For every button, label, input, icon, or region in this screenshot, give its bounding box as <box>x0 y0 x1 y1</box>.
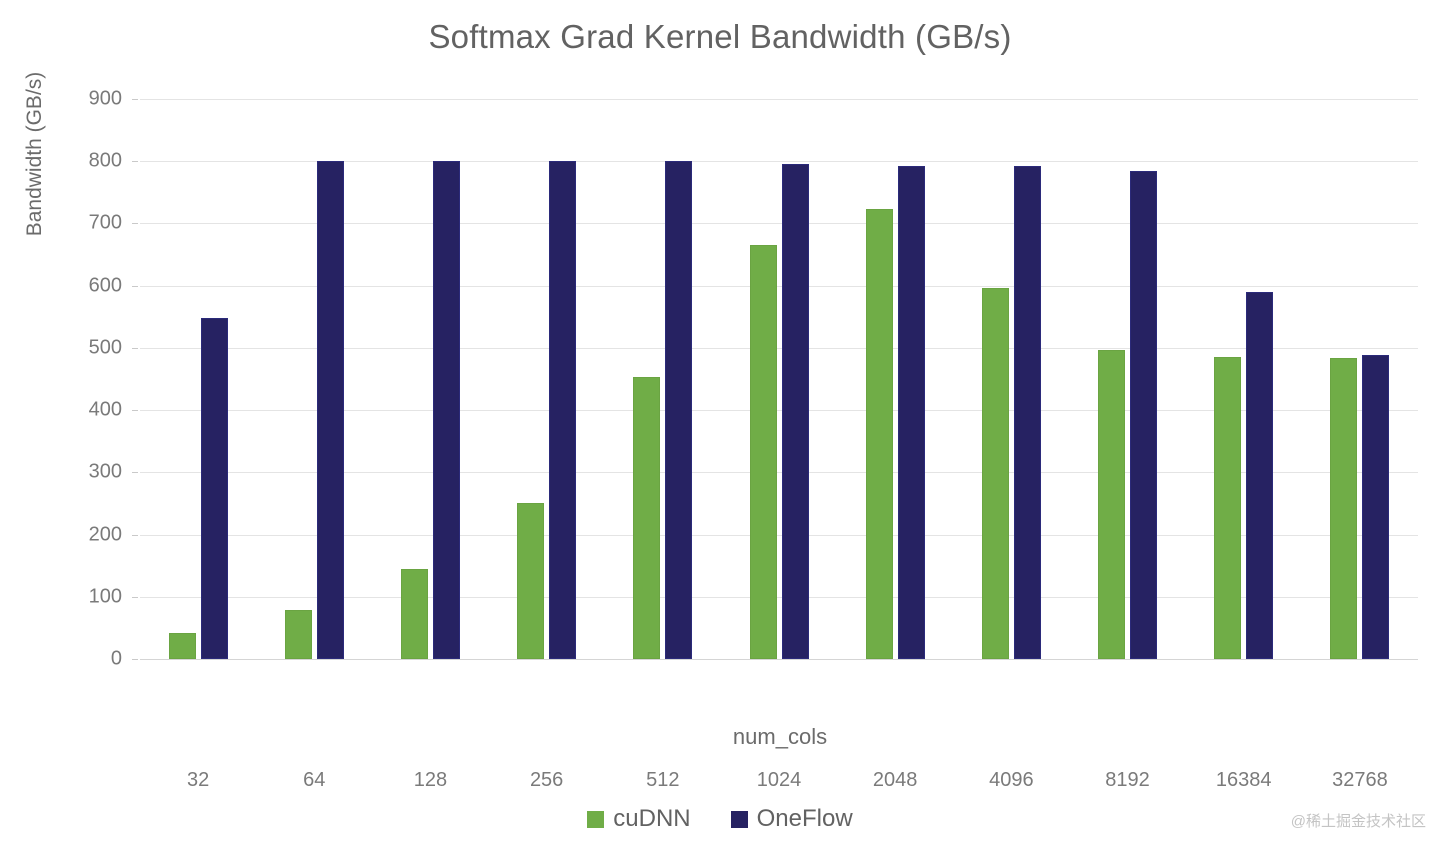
chart-title: Softmax Grad Kernel Bandwidth (GB/s) <box>428 18 1012 55</box>
y-tick-label: 100 <box>88 585 122 608</box>
watermark: @稀土掘金技术社区 <box>1290 813 1426 830</box>
bar-cudnn-512[interactable] <box>633 377 661 659</box>
x-tick-label: 8192 <box>1105 769 1150 791</box>
gridline <box>140 410 1418 412</box>
gridline <box>140 347 1418 349</box>
bar-oneflow-32[interactable] <box>200 318 228 659</box>
gridline <box>140 472 1418 474</box>
plot-area: 900 800 700 600 500 400 300 200 100 0 32 64 128 256 51… <box>89 88 1418 791</box>
legend-label-cudnn: cuDNN <box>613 805 691 832</box>
y-tick-label: 0 <box>110 647 122 670</box>
gridline <box>140 596 1418 598</box>
bar-oneflow-64[interactable] <box>316 161 344 659</box>
x-tick-label: 128 <box>413 769 448 791</box>
y-tick-mark <box>132 347 138 349</box>
bar-cudnn-2048[interactable] <box>865 209 893 659</box>
bar-oneflow-4096[interactable] <box>1013 166 1041 659</box>
bar-cudnn-256[interactable] <box>517 503 545 659</box>
x-tick-label: 32 <box>186 769 210 791</box>
x-tick-label: 2048 <box>872 769 918 791</box>
bar-cudnn-32768[interactable] <box>1330 358 1358 659</box>
x-tick-label: 32768 <box>1332 769 1388 791</box>
gridline <box>140 285 1418 287</box>
bar-oneflow-2048[interactable] <box>897 165 925 659</box>
legend-swatch-oneflow <box>730 810 748 828</box>
y-tick-label: 800 <box>88 149 122 172</box>
y-tick-label: 500 <box>88 336 122 359</box>
bar-cudnn-8192[interactable] <box>1098 349 1126 659</box>
x-tick-label: 4096 <box>989 769 1034 791</box>
y-tick-mark <box>132 223 138 225</box>
y-tick-label: 700 <box>88 211 122 234</box>
gridline <box>140 223 1418 225</box>
x-axis-title: num_cols <box>732 724 828 749</box>
x-tick-label: 16384 <box>1215 769 1272 791</box>
bar-cudnn-64[interactable] <box>284 610 312 659</box>
x-tick-label: 64 <box>303 769 326 791</box>
bar-oneflow-8192[interactable] <box>1130 171 1158 659</box>
chart-legend: cuDNN OneFlow <box>0 805 1440 833</box>
x-tick-label: 1024 <box>756 769 802 791</box>
y-tick-label: 600 <box>88 274 122 297</box>
legend-item-oneflow[interactable]: OneFlow <box>730 805 853 833</box>
bar-oneflow-32768[interactable] <box>1362 355 1390 659</box>
gridline <box>140 99 1418 100</box>
y-tick-mark <box>132 99 138 100</box>
y-tick-mark <box>132 285 138 287</box>
bar-cudnn-1024[interactable] <box>749 245 777 659</box>
x-tick-label: 256 <box>529 769 564 791</box>
legend-item-cudnn[interactable]: cuDNN <box>587 805 691 833</box>
y-tick-mark <box>132 534 138 536</box>
y-axis-title: Bandwidth (GB/s) <box>18 24 52 284</box>
bar-oneflow-16384[interactable] <box>1246 291 1274 659</box>
bar-cudnn-4096[interactable] <box>981 287 1009 659</box>
legend-label-oneflow: OneFlow <box>756 805 853 832</box>
y-tick-label: 300 <box>88 460 122 483</box>
y-tick-mark <box>132 472 138 474</box>
y-axis-title-label: Bandwidth (GB/s) <box>23 71 46 237</box>
gridline <box>140 161 1418 163</box>
y-tick-label: 900 <box>88 87 122 110</box>
gridline <box>140 534 1418 536</box>
bar-cudnn-32[interactable] <box>168 632 196 659</box>
bar-oneflow-1024[interactable] <box>781 163 809 659</box>
y-tick-mark <box>132 659 138 660</box>
bar-cudnn-128[interactable] <box>400 569 428 659</box>
y-tick-mark <box>132 596 138 598</box>
y-tick-mark <box>132 410 138 412</box>
bar-oneflow-512[interactable] <box>665 161 693 659</box>
legend-swatch-cudnn <box>587 810 605 828</box>
y-tick-mark <box>132 161 138 163</box>
gridline <box>140 659 1418 660</box>
x-tick-label: 512 <box>646 769 680 791</box>
y-tick-label: 400 <box>88 398 122 421</box>
y-tick-label: 200 <box>88 523 122 546</box>
bar-cudnn-16384[interactable] <box>1214 357 1242 659</box>
bar-oneflow-256[interactable] <box>549 161 577 659</box>
bar-oneflow-128[interactable] <box>432 161 460 659</box>
